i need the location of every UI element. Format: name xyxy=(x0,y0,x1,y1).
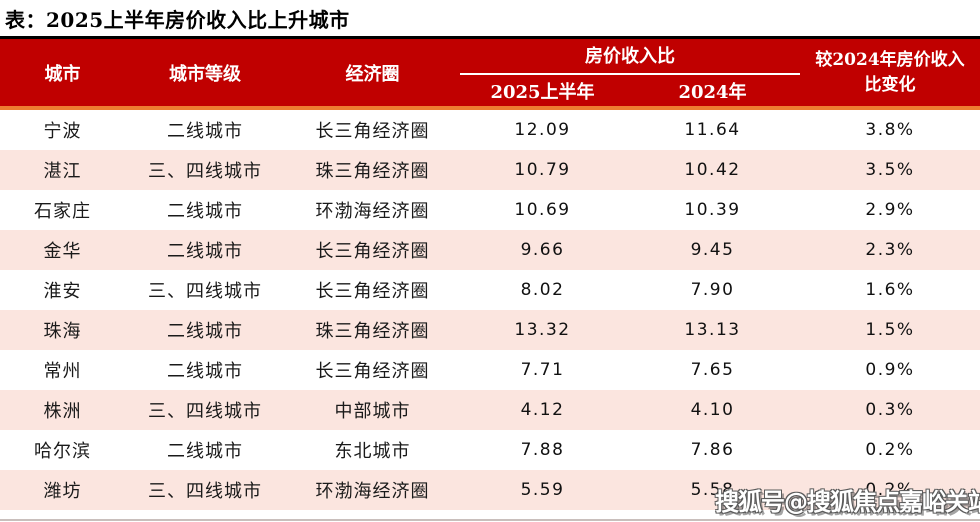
cell-change: 0.3% xyxy=(865,400,915,420)
cell-region: 珠三角经济圈 xyxy=(315,321,430,342)
cell-city: 湛江 xyxy=(43,161,82,182)
cell-tier: 二线城市 xyxy=(167,241,243,262)
cell-tier: 二线城市 xyxy=(167,441,243,462)
cell-ratio-2024: 13.13 xyxy=(684,320,741,340)
cell-city: 石家庄 xyxy=(34,201,91,222)
table-row: 淮安 三、四线城市 长三角经济圈 8.02 7.90 1.6% xyxy=(0,270,980,310)
cell-change: 3.5% xyxy=(865,160,915,180)
table-row: 石家庄 二线城市 环渤海经济圈 10.69 10.39 2.9% xyxy=(0,190,980,230)
cell-region: 珠三角经济圈 xyxy=(315,161,430,182)
cell-region: 中部城市 xyxy=(334,401,411,422)
cell-tier: 三、四线城市 xyxy=(148,281,262,302)
cell-ratio-2025h1: 8.02 xyxy=(520,280,565,300)
cell-ratio-2024: 7.90 xyxy=(690,280,735,300)
page-title: 表：2025上半年房价收入比上升城市 xyxy=(5,8,350,32)
cell-tier: 二线城市 xyxy=(167,321,243,342)
cell-ratio-2025h1: 10.79 xyxy=(514,160,571,180)
header-region: 经济圈 xyxy=(345,63,400,85)
header-2025h1: 2025上半年 xyxy=(490,81,595,103)
table-row: 金华 二线城市 长三角经济圈 9.66 9.45 2.3% xyxy=(0,230,980,270)
cell-region: 东北城市 xyxy=(334,441,411,462)
cell-ratio-2025h1: 4.12 xyxy=(520,400,565,420)
cell-ratio-2025h1: 5.59 xyxy=(520,480,565,500)
cell-tier: 三、四线城市 xyxy=(148,401,262,422)
cell-city: 株洲 xyxy=(43,401,82,422)
cell-city: 金华 xyxy=(43,241,82,262)
cell-region: 环渤海经济圈 xyxy=(315,201,430,222)
cell-ratio-2024: 5.58 xyxy=(690,480,735,500)
cell-ratio-2025h1: 13.32 xyxy=(514,320,571,340)
cell-tier: 二线城市 xyxy=(167,361,243,382)
table-row: 湛江 三、四线城市 珠三角经济圈 10.79 10.42 3.5% xyxy=(0,150,980,190)
cell-ratio-2025h1: 7.71 xyxy=(520,360,565,380)
cell-change: 0.2% xyxy=(865,440,915,460)
cell-region: 环渤海经济圈 xyxy=(315,481,430,502)
cell-ratio-2024: 4.10 xyxy=(690,400,735,420)
cell-change: 0.2% xyxy=(865,480,915,500)
cell-change: 1.6% xyxy=(865,280,915,300)
header-city: 城市 xyxy=(44,63,81,85)
table-row: 株洲 三、四线城市 中部城市 4.12 4.10 0.3% xyxy=(0,390,980,430)
table-body: 宁波 二线城市 长三角经济圈 12.09 11.64 3.8% 湛江 三、四线城… xyxy=(0,110,980,510)
cell-region: 长三角经济圈 xyxy=(315,241,430,262)
cell-ratio-2025h1: 12.09 xyxy=(514,120,571,140)
cell-region: 长三角经济圈 xyxy=(315,281,430,302)
cell-change: 2.9% xyxy=(865,200,915,220)
header-2024: 2024年 xyxy=(678,81,747,103)
cell-ratio-2024: 10.42 xyxy=(684,160,741,180)
cell-change: 3.8% xyxy=(865,120,915,140)
sohu-watermark: 搜狐号@搜狐焦点嘉峪关站 xyxy=(715,488,980,516)
cell-ratio-2024: 11.64 xyxy=(684,120,741,140)
price-income-table: 城市 城市等级 经济圈 房价收入比 2025上半年 2024年 较2024年房价… xyxy=(0,36,980,510)
cell-city: 宁波 xyxy=(43,121,82,142)
table-row: 常州 二线城市 长三角经济圈 7.71 7.65 0.9% xyxy=(0,350,980,390)
cell-city: 淮安 xyxy=(43,281,82,302)
cell-ratio-2025h1: 10.69 xyxy=(514,200,571,220)
cell-region: 长三角经济圈 xyxy=(315,361,430,382)
cell-change: 0.9% xyxy=(865,360,915,380)
cell-city: 珠海 xyxy=(43,321,82,342)
cell-change: 2.3% xyxy=(865,240,915,260)
header-change: 较2024年房价收入 比变化 xyxy=(815,49,965,95)
cell-city: 潍坊 xyxy=(43,481,82,502)
cell-ratio-2025h1: 7.88 xyxy=(520,440,565,460)
cell-ratio-2024: 7.65 xyxy=(690,360,735,380)
table-row: 珠海 二线城市 珠三角经济圈 13.32 13.13 1.5% xyxy=(0,310,980,350)
cell-ratio-2024: 7.86 xyxy=(690,440,735,460)
table-row: 潍坊 三、四线城市 环渤海经济圈 5.59 5.58 0.2% xyxy=(0,470,980,510)
cell-city: 哈尔滨 xyxy=(34,441,91,462)
header-group-ratio: 房价收入比 xyxy=(460,39,800,75)
cell-tier: 三、四线城市 xyxy=(148,481,262,502)
table-row: 宁波 二线城市 长三角经济圈 12.09 11.64 3.8% xyxy=(0,110,980,150)
cell-ratio-2025h1: 9.66 xyxy=(520,240,565,260)
cell-ratio-2024: 10.39 xyxy=(684,200,741,220)
cell-tier: 三、四线城市 xyxy=(148,161,262,182)
cell-region: 长三角经济圈 xyxy=(315,121,430,142)
cell-tier: 二线城市 xyxy=(167,201,243,222)
cell-tier: 二线城市 xyxy=(167,121,243,142)
table-header: 城市 城市等级 经济圈 房价收入比 2025上半年 2024年 较2024年房价… xyxy=(0,39,980,110)
cell-ratio-2024: 9.45 xyxy=(690,240,735,260)
cell-change: 1.5% xyxy=(865,320,915,340)
table-row: 哈尔滨 二线城市 东北城市 7.88 7.86 0.2% xyxy=(0,430,980,470)
cell-city: 常州 xyxy=(43,361,82,382)
bottom-rule xyxy=(0,519,980,521)
header-tier: 城市等级 xyxy=(169,63,241,85)
